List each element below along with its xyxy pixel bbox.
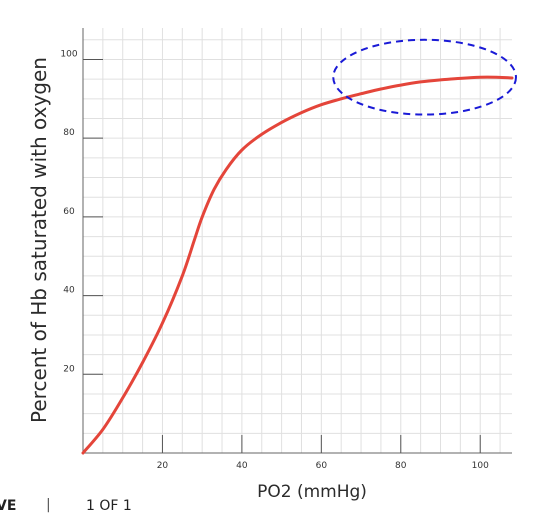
y-axis-title: Percent of Hb saturated with oxygen [27,57,51,423]
footer-left-text: VE [0,498,17,514]
x-tick-label: 40 [236,461,248,471]
saturation-curve [81,75,514,455]
y-tick-label: 60 [63,207,75,217]
x-tick-label: 100 [472,461,489,471]
ticks: 20 40 60 80 100 20 40 60 80 100 [60,49,489,471]
axes [82,28,512,454]
y-tick-label: 80 [63,128,75,138]
annotations [332,38,517,116]
x-tick-label: 60 [316,461,328,471]
x-axis-title: PO2 (mmHg) [257,482,367,502]
y-tick-label: 100 [60,49,77,59]
footer-separator: | [46,497,51,513]
page-indicator: 1 OF 1 [86,498,132,514]
y-tick-label: 40 [63,286,75,296]
y-tick-label: 20 [63,364,75,374]
highlight-ellipse [332,38,517,116]
x-tick-label: 80 [395,461,407,471]
series [81,75,514,455]
x-tick-label: 20 [157,461,169,471]
grid [83,28,512,453]
